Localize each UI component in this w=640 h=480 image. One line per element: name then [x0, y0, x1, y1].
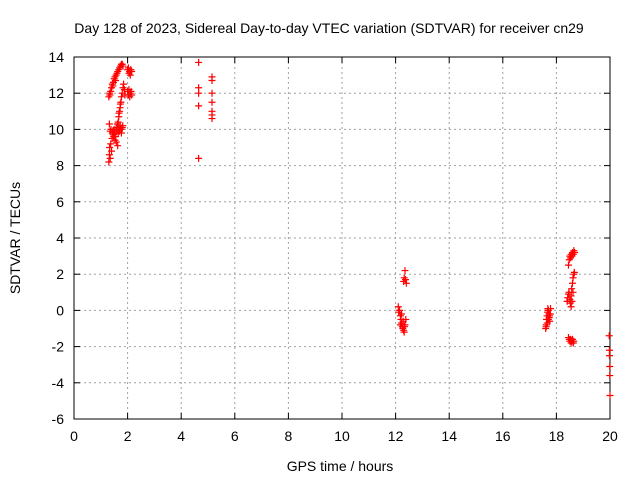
data-points — [105, 58, 614, 399]
data-point — [544, 315, 552, 323]
data-point — [208, 89, 216, 97]
data-point — [208, 77, 216, 85]
data-point — [569, 288, 577, 296]
data-point — [116, 100, 124, 108]
data-point — [396, 321, 404, 329]
data-point — [401, 267, 409, 275]
data-point — [120, 80, 128, 88]
y-tick-label: 14 — [48, 49, 64, 65]
data-point — [545, 312, 553, 320]
data-point — [208, 115, 216, 123]
data-point — [195, 154, 203, 162]
data-point — [107, 140, 115, 148]
y-tick-label: -6 — [52, 411, 65, 427]
y-tick-label: -4 — [52, 375, 65, 391]
data-point — [195, 89, 203, 97]
x-tick-label: 10 — [334, 428, 350, 444]
data-point — [119, 122, 127, 130]
x-tick-label: 6 — [231, 428, 239, 444]
data-point — [114, 142, 122, 150]
y-tick-label: 6 — [56, 194, 64, 210]
data-point — [606, 363, 614, 371]
data-point — [105, 120, 113, 128]
data-point — [106, 144, 114, 151]
data-point — [106, 154, 114, 162]
y-axis-label: SDTVAR / TECUs — [7, 182, 23, 294]
grid — [74, 57, 610, 419]
data-point — [108, 129, 116, 137]
y-tick-label: 0 — [56, 302, 64, 318]
data-point — [605, 332, 613, 340]
x-tick-label: 16 — [495, 428, 511, 444]
data-point — [115, 109, 123, 117]
y-tick-label: 8 — [56, 158, 64, 174]
data-point — [117, 129, 125, 137]
data-point — [195, 58, 203, 66]
data-point — [106, 89, 114, 97]
x-tick-label: 18 — [549, 428, 565, 444]
data-point — [107, 125, 115, 133]
data-point — [128, 91, 136, 99]
x-tick-label: 8 — [285, 428, 293, 444]
data-point — [543, 319, 551, 327]
y-tick-label: 4 — [56, 230, 64, 246]
data-point — [195, 102, 203, 110]
axis-ticks — [73, 56, 611, 420]
data-point — [110, 133, 118, 141]
y-tick-label: -2 — [52, 339, 65, 355]
data-point — [112, 77, 120, 85]
data-point — [564, 261, 572, 269]
x-tick-label: 12 — [388, 428, 404, 444]
data-point — [567, 292, 575, 300]
data-point — [571, 248, 579, 256]
y-tick-label: 12 — [48, 85, 64, 101]
x-tick-label: 0 — [70, 428, 78, 444]
data-point — [108, 147, 116, 155]
x-axis-label: GPS time / hours — [287, 458, 394, 474]
data-point — [402, 279, 410, 287]
data-point — [399, 317, 407, 325]
y-tick-label: 2 — [56, 266, 64, 282]
data-point — [542, 323, 550, 331]
data-point — [570, 268, 578, 276]
data-point — [606, 391, 614, 399]
data-point — [568, 297, 576, 305]
x-tick-label: 14 — [441, 428, 457, 444]
data-point — [569, 274, 577, 282]
data-point — [402, 276, 410, 284]
data-point — [397, 310, 405, 318]
data-point — [547, 305, 555, 313]
x-tick-labels: 0 2 4 6 8 10 12 14 16 18 20 — [70, 428, 618, 444]
chart-title: Day 128 of 2023, Sidereal Day-to-day VTE… — [74, 20, 584, 36]
data-point — [119, 62, 127, 70]
data-point — [208, 98, 216, 106]
data-point — [568, 285, 576, 293]
data-point — [128, 67, 136, 75]
data-point — [605, 352, 613, 360]
data-point — [105, 151, 113, 159]
data-point — [109, 82, 117, 90]
data-point — [117, 93, 125, 101]
x-tick-label: 20 — [602, 428, 618, 444]
data-point — [606, 372, 614, 380]
y-tick-labels: -6 -4 -2 0 2 4 6 8 10 12 14 — [48, 49, 64, 427]
x-tick-label: 2 — [124, 428, 132, 444]
y-tick-label: 10 — [48, 121, 64, 137]
data-point — [396, 306, 404, 314]
data-point — [567, 303, 575, 311]
data-point — [112, 138, 120, 146]
data-point — [105, 93, 113, 101]
data-point — [570, 337, 578, 345]
x-tick-label: 4 — [177, 428, 185, 444]
data-point — [400, 323, 408, 331]
data-point — [105, 158, 113, 166]
